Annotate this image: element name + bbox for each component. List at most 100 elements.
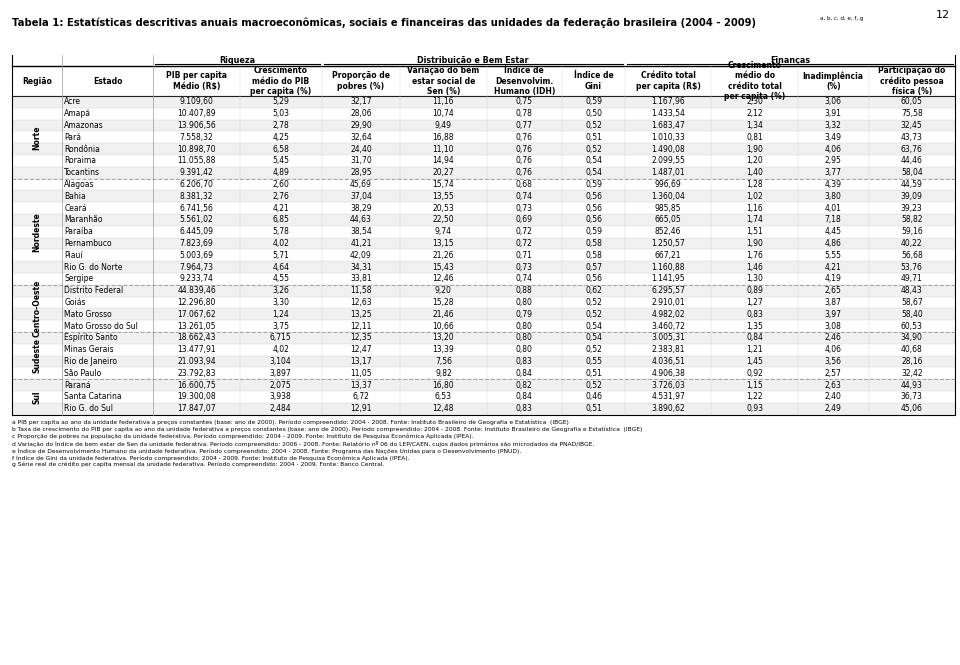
Text: 32,64: 32,64 [350,133,372,142]
Text: 21,26: 21,26 [433,251,454,260]
Text: 21,46: 21,46 [433,310,454,319]
Text: 13,25: 13,25 [350,310,372,319]
Text: Riqueza: Riqueza [220,56,255,65]
Text: 59,16: 59,16 [900,227,923,236]
Text: 0,76: 0,76 [516,168,533,177]
Text: Proporção de
pobres (%): Proporção de pobres (%) [332,71,390,90]
Text: 7.964,73: 7.964,73 [180,263,214,271]
Text: Paraíba: Paraíba [64,227,93,236]
Text: 0,56: 0,56 [585,192,602,201]
Text: 3.890,62: 3.890,62 [651,404,685,413]
Text: Sul: Sul [33,390,41,404]
Bar [12,132,955,143]
Text: 1,30: 1,30 [746,275,763,283]
Text: 1,90: 1,90 [746,144,763,154]
Bar [12,261,955,273]
Text: 58,40: 58,40 [900,310,923,319]
Text: 1.141,95: 1.141,95 [651,275,685,283]
Text: 4,64: 4,64 [273,263,289,271]
Text: 13,39: 13,39 [433,345,454,354]
Bar [12,297,955,309]
Text: 0,54: 0,54 [585,168,602,177]
Text: 53,76: 53,76 [900,263,923,271]
Bar [12,190,955,202]
Text: 63,76: 63,76 [900,144,923,154]
Text: 42,09: 42,09 [350,251,372,260]
Bar [12,214,955,226]
Text: Inadimplência
(%): Inadimplência (%) [803,71,864,91]
Text: 16,80: 16,80 [433,380,454,390]
Text: 0,83: 0,83 [516,404,533,413]
Text: 17.847,07: 17.847,07 [178,404,216,413]
Text: 5,29: 5,29 [273,97,289,106]
Text: 2,12: 2,12 [746,109,763,118]
Text: 6.295,57: 6.295,57 [651,286,685,295]
Text: 12,47: 12,47 [350,345,372,354]
Text: 20,53: 20,53 [433,203,454,213]
Text: 29,90: 29,90 [350,121,372,130]
Text: PIB per capita
Médio (R$): PIB per capita Médio (R$) [166,71,228,90]
Text: 15,28: 15,28 [433,298,454,307]
Text: 0,93: 0,93 [746,404,763,413]
Text: 4,06: 4,06 [825,345,842,354]
Text: 12,48: 12,48 [433,404,454,413]
Text: 38,29: 38,29 [350,203,372,213]
Text: 2.910,01: 2.910,01 [651,298,685,307]
Text: 9,20: 9,20 [435,286,452,295]
Text: 13,37: 13,37 [350,380,372,390]
Text: 39,09: 39,09 [900,192,923,201]
Text: 2.383,81: 2.383,81 [652,345,684,354]
Text: 1,46: 1,46 [746,263,763,271]
Bar [12,167,955,179]
Text: 1,15: 1,15 [746,380,763,390]
Text: 0,79: 0,79 [516,310,533,319]
Text: 1,28: 1,28 [746,180,763,189]
Text: 12: 12 [936,10,950,20]
Text: 0,51: 0,51 [585,369,602,378]
Text: 4,01: 4,01 [825,203,842,213]
Text: 13.261,05: 13.261,05 [178,322,216,331]
Text: 0,57: 0,57 [585,263,602,271]
Bar [12,367,955,379]
Bar [12,403,955,414]
Text: Bahia: Bahia [64,192,86,201]
Text: 0,84: 0,84 [516,369,533,378]
Text: 0,83: 0,83 [746,310,763,319]
Bar [12,226,955,237]
Text: 0,71: 0,71 [516,251,533,260]
Text: 0,54: 0,54 [585,322,602,331]
Text: 44,93: 44,93 [900,380,923,390]
Text: 0,80: 0,80 [516,322,533,331]
Text: 1,21: 1,21 [746,345,763,354]
Text: 2.099,55: 2.099,55 [651,156,685,166]
Text: 28,95: 28,95 [350,168,372,177]
Text: Amapá: Amapá [64,109,91,118]
Text: 1,22: 1,22 [746,392,763,402]
Text: 13,55: 13,55 [433,192,454,201]
Text: 2,49: 2,49 [825,404,842,413]
Text: 2,78: 2,78 [273,121,289,130]
Text: 19.300,08: 19.300,08 [178,392,216,402]
Text: 58,04: 58,04 [900,168,923,177]
Text: Estado: Estado [93,76,123,86]
Text: 4,55: 4,55 [273,275,289,283]
Text: 4.982,02: 4.982,02 [651,310,685,319]
Text: 12,91: 12,91 [350,404,372,413]
Text: 4,45: 4,45 [825,227,842,236]
Bar [12,120,955,132]
Text: 0,83: 0,83 [516,357,533,366]
Text: 4.531,97: 4.531,97 [651,392,685,402]
Text: 1,20: 1,20 [746,156,763,166]
Text: 2,65: 2,65 [825,286,842,295]
Text: 14,94: 14,94 [433,156,454,166]
Text: 1,90: 1,90 [746,239,763,248]
Text: 4,21: 4,21 [273,203,289,213]
Text: 0,58: 0,58 [585,251,602,260]
Text: 0,52: 0,52 [585,144,602,154]
Text: 0,80: 0,80 [516,333,533,342]
Bar [12,143,955,155]
Text: 5,71: 5,71 [273,251,289,260]
Text: 5,78: 5,78 [273,227,289,236]
Text: 32,42: 32,42 [901,369,923,378]
Text: 6,53: 6,53 [435,392,452,402]
